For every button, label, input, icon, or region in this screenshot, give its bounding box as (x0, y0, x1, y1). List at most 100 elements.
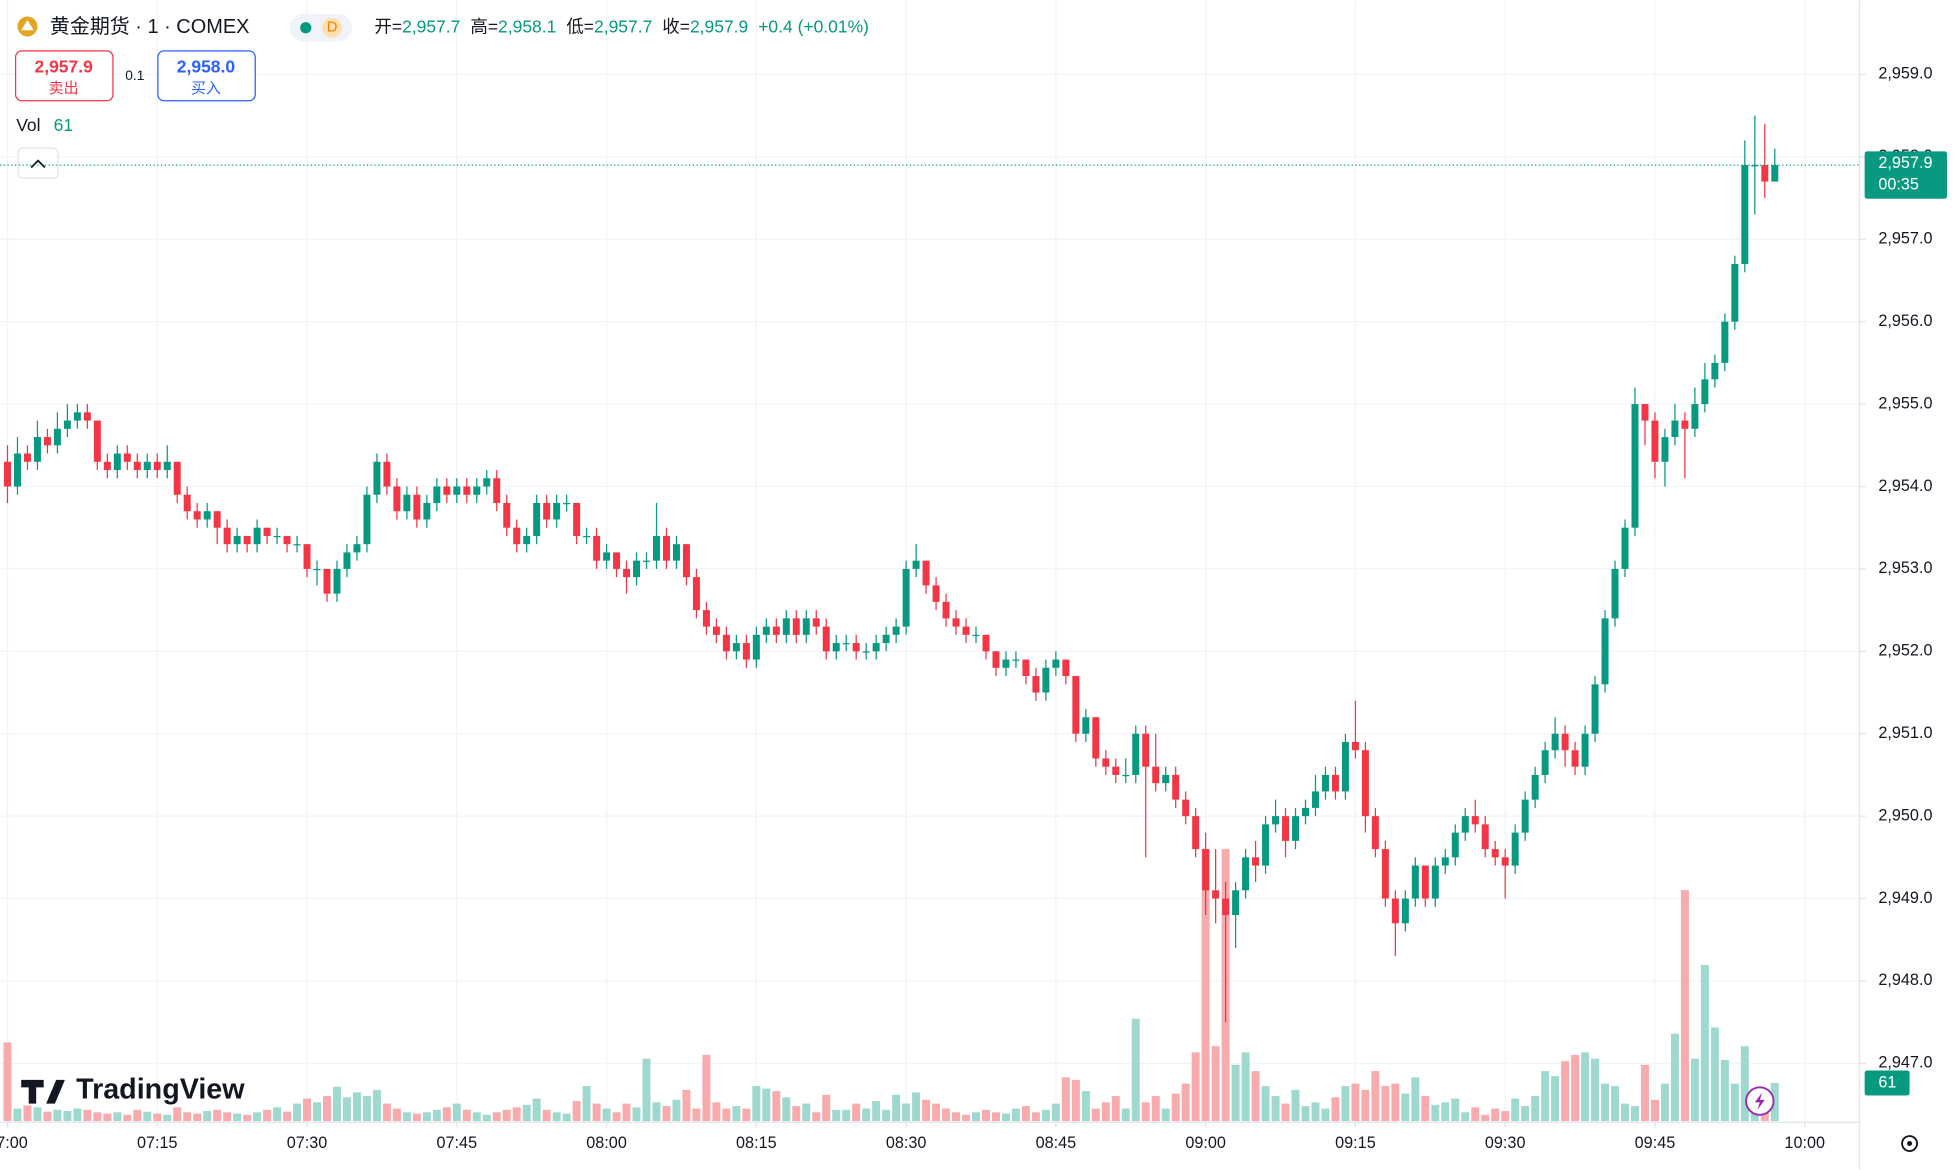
collapse-button[interactable] (17, 147, 59, 179)
candle-body (63, 420, 71, 429)
candle-body (1062, 659, 1070, 677)
candle-body (463, 486, 471, 495)
volume-bar (792, 1106, 801, 1122)
candle-body (1222, 898, 1230, 916)
volume-bar (562, 1113, 571, 1122)
candle-body (433, 486, 441, 503)
volume-bar (133, 1109, 142, 1122)
volume-bar (852, 1103, 861, 1122)
symbol-icon-glyph (21, 20, 34, 31)
volume-tag-label: 61 (1878, 1073, 1896, 1091)
volume-bar (502, 1109, 511, 1122)
settings-button[interactable] (1901, 1135, 1918, 1152)
candle-body (942, 601, 950, 619)
volume-bar (1001, 1113, 1010, 1122)
candle-body (1581, 733, 1589, 767)
candle-body (33, 437, 41, 462)
candle-body (313, 568, 321, 571)
volume-bar (782, 1097, 791, 1122)
y-tick-label: 2,949.0 (1878, 889, 1932, 907)
volume-bar (1211, 1046, 1220, 1122)
candle-body (1202, 849, 1210, 891)
candle-body (43, 437, 51, 446)
y-tick-label: 2,952.0 (1878, 642, 1932, 660)
volume-bar (273, 1107, 282, 1122)
volume-bar (23, 1105, 32, 1122)
volume-bar (1491, 1108, 1500, 1122)
volume-bar (1071, 1079, 1080, 1122)
candle-body (303, 544, 311, 569)
volume-bar (1591, 1058, 1600, 1122)
ohlc-legend: 开= 2,957.7 高= 2,958.1 低= 2,957.7 收= 2,957.9 +0.4… (374, 16, 869, 36)
candle-body (1331, 774, 1339, 792)
volume-bar (1431, 1104, 1440, 1122)
volume-bar (1141, 1102, 1150, 1122)
volume-bar (352, 1092, 361, 1122)
volume-bar (412, 1113, 421, 1122)
volume-bar (772, 1091, 781, 1122)
volume-bar (1021, 1106, 1030, 1122)
candle-body (543, 502, 551, 520)
volume-bar (382, 1103, 391, 1122)
volume-bar (882, 1109, 891, 1122)
volume-bar (542, 1109, 551, 1122)
volume-bar (1251, 1071, 1260, 1122)
volume-bar (233, 1113, 242, 1122)
candle-body (1242, 857, 1250, 891)
candle-body (902, 568, 910, 627)
volume-bar (1630, 1106, 1639, 1122)
volume-bar (323, 1096, 331, 1122)
candle-body (1611, 568, 1619, 619)
symbol-title[interactable]: 黄金期货 · 1 · COMEX (50, 15, 250, 38)
volume-bar (1361, 1089, 1370, 1122)
candle-body (403, 494, 411, 512)
volume-bar (1511, 1098, 1520, 1122)
candle-body (273, 535, 281, 538)
volume-bar (372, 1089, 381, 1122)
status-badge[interactable] (289, 14, 352, 42)
candle-body (1321, 774, 1329, 792)
volume-bar (263, 1109, 272, 1122)
candle-body (912, 560, 920, 569)
candle-body (393, 486, 401, 512)
candle-body (692, 577, 700, 611)
volume-bar (1351, 1083, 1360, 1122)
candle-body (1641, 404, 1649, 421)
candle-body (1631, 404, 1639, 528)
volume-bar (692, 1108, 701, 1122)
volume-bar (932, 1103, 941, 1122)
buy-button[interactable] (157, 50, 256, 102)
volume-bar (952, 1112, 961, 1122)
x-tick-label: 07:30 (287, 1134, 328, 1152)
candle-body (1541, 750, 1549, 775)
volume-bar (1181, 1083, 1190, 1122)
candle-body (1192, 816, 1200, 850)
volume-bar (13, 1108, 22, 1122)
y-tick-label: 2,951.0 (1878, 724, 1932, 742)
volume-bar (83, 1109, 92, 1122)
candle-body (243, 535, 251, 545)
volume-label: Vol (16, 115, 40, 135)
candle-body (1571, 750, 1579, 767)
volume-bar (672, 1099, 681, 1122)
candle-body (133, 461, 141, 471)
candle-body (413, 494, 421, 520)
volume-bar (1660, 1083, 1669, 1122)
candle-body (802, 618, 810, 635)
sell-button[interactable] (14, 50, 114, 102)
volume-bar (1670, 1033, 1679, 1122)
market-open-dot (300, 22, 312, 34)
last-price-tag (1864, 151, 1948, 199)
candle-body (872, 643, 880, 652)
candle-body (1481, 824, 1489, 850)
candle-body (443, 486, 451, 495)
volume-bar (512, 1107, 521, 1122)
collapse-icon (30, 159, 46, 169)
x-tick-label: 07:15 (137, 1134, 178, 1152)
volume-bar (642, 1058, 651, 1122)
candle-body (1441, 857, 1449, 866)
candle-body (1012, 659, 1020, 661)
candle-body (1072, 676, 1080, 734)
candle-body (383, 461, 391, 487)
lightning-icon (1754, 1092, 1765, 1110)
